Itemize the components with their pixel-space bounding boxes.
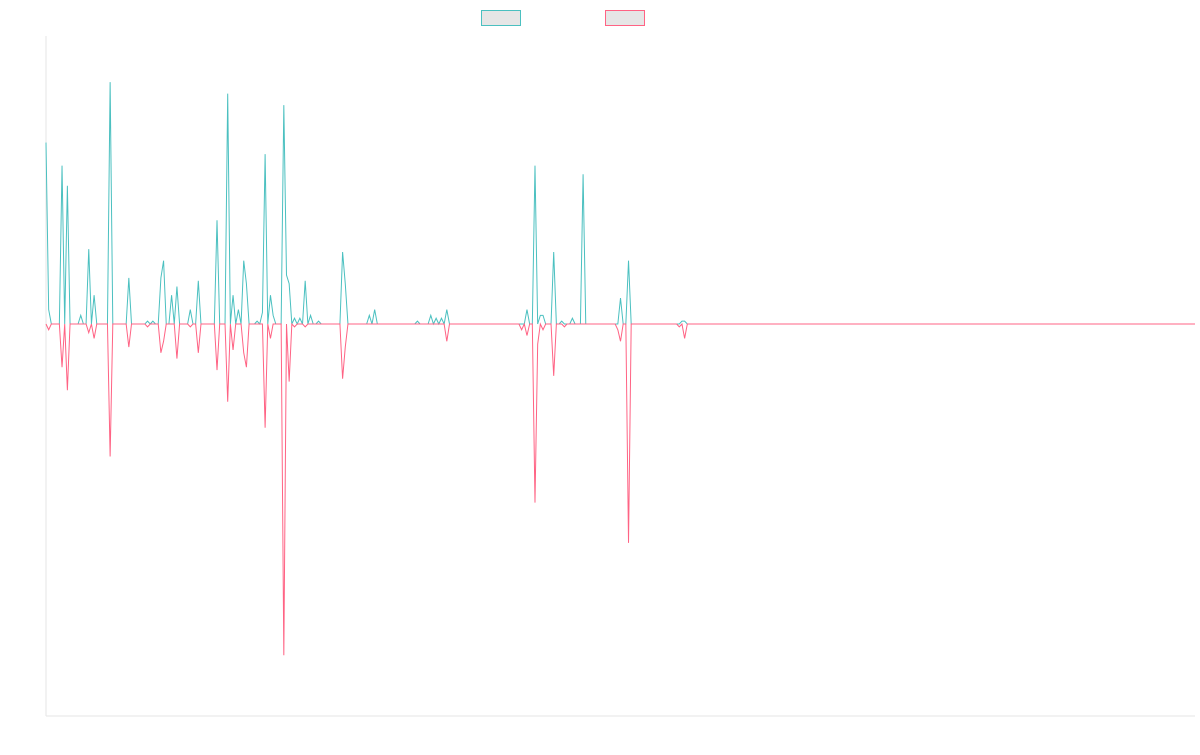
series-1-line xyxy=(45,82,1195,326)
series-2-line xyxy=(45,322,1195,656)
legend-swatch xyxy=(481,10,521,26)
legend-item xyxy=(481,10,521,26)
legend xyxy=(481,10,645,26)
legend-item xyxy=(605,10,645,26)
legend-swatch xyxy=(605,10,645,26)
